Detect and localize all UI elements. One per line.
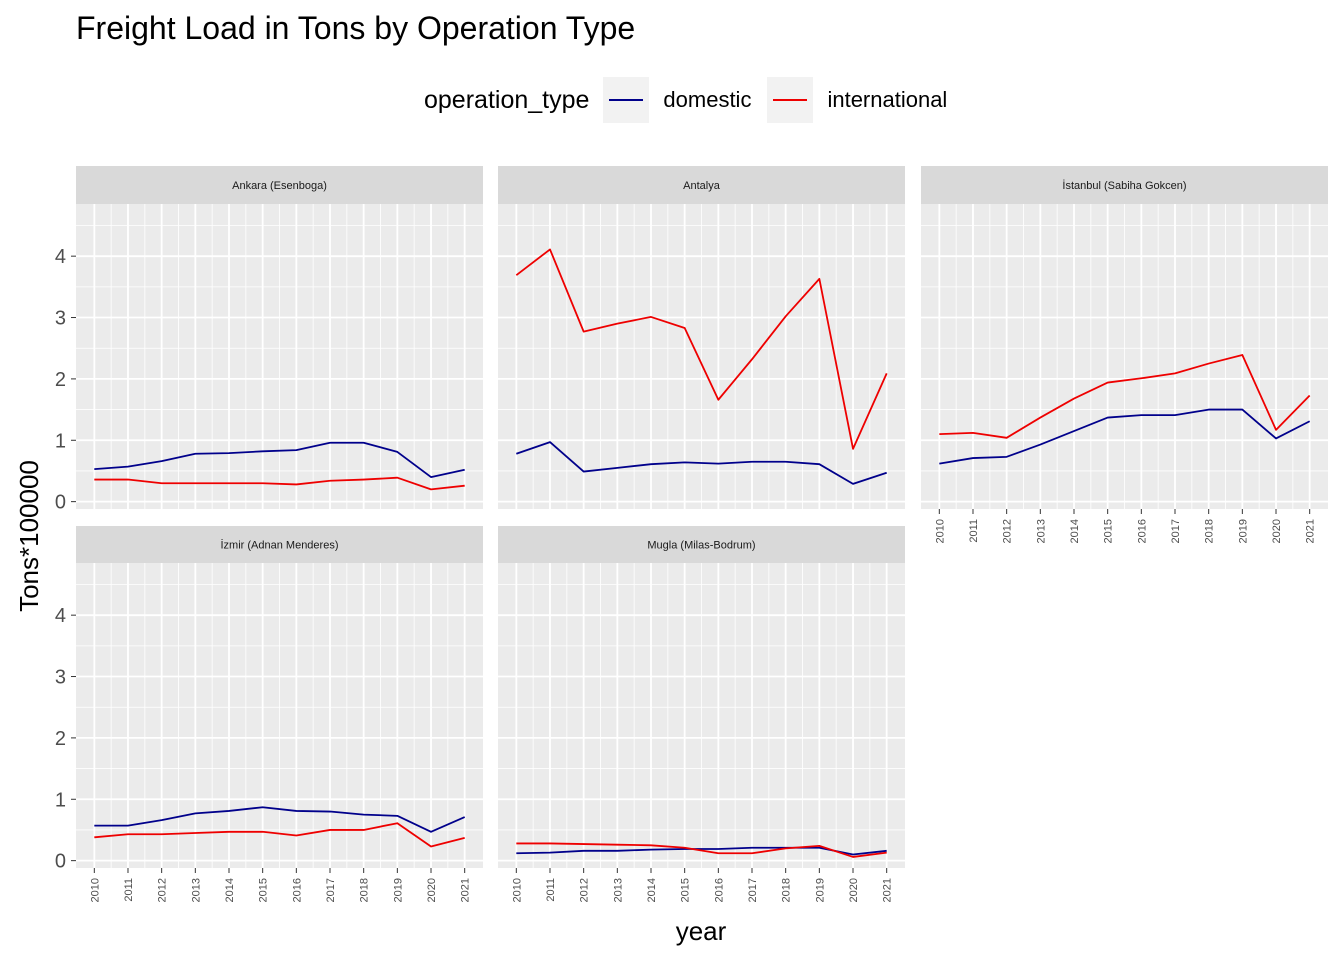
x-tick-label: 2012 bbox=[157, 878, 169, 902]
x-tick-label: 2016 bbox=[713, 878, 725, 902]
series-line-international bbox=[939, 354, 1311, 439]
facet-strip bbox=[921, 166, 1328, 204]
legend-title: operation_type bbox=[424, 85, 590, 114]
facet-strip bbox=[76, 166, 483, 204]
x-tick-label: 2014 bbox=[1069, 519, 1081, 543]
x-axis-title: year bbox=[676, 916, 727, 946]
y-tick-label: 1 bbox=[55, 789, 66, 811]
x-tick-label: 2021 bbox=[460, 878, 472, 902]
y-tick-label: 2 bbox=[55, 728, 66, 750]
facet-strip-label: İzmir (Adnan Menderes) bbox=[221, 539, 339, 552]
x-tick-label: 2013 bbox=[190, 878, 202, 902]
facet-strip-label: İstanbul (Sabiha Gokcen) bbox=[1062, 179, 1186, 192]
y-tick-label: 3 bbox=[55, 667, 66, 689]
y-tick-label: 0 bbox=[55, 492, 66, 514]
series-line-domestic bbox=[94, 441, 465, 478]
series-line-international bbox=[94, 476, 465, 491]
x-tick-label: 2021 bbox=[1305, 519, 1317, 543]
x-tick-label: 2011 bbox=[968, 519, 980, 543]
x-tick-label: 2015 bbox=[1103, 519, 1115, 543]
facet-strip bbox=[76, 526, 483, 563]
x-tick-label: 2014 bbox=[224, 878, 236, 902]
y-tick-label: 4 bbox=[55, 246, 66, 268]
x-tick-label: 2013 bbox=[1035, 519, 1047, 543]
series-line-domestic bbox=[516, 846, 887, 856]
facet-i-stanbul-sabiha-gokcen: İstanbul (Sabiha Gokcen) 2010 2011 2012 2013… bbox=[921, 166, 1328, 543]
legend-key-domestic bbox=[603, 77, 650, 123]
facet-ankara-esenboga: Ankara (Esenboga) 0 1 2 3 4 bbox=[55, 166, 483, 514]
x-tick-label: 2016 bbox=[291, 878, 303, 902]
x-tick-label: 2020 bbox=[426, 878, 438, 902]
series-line-domestic bbox=[516, 441, 887, 485]
facet-mugla-milas-bodrum: Mugla (Milas-Bodrum) 2010 2011 2012 2013 2014… bbox=[498, 526, 905, 902]
chart-title: Freight Load in Tons by Operation Type bbox=[76, 10, 636, 46]
series-line-international bbox=[515, 248, 888, 450]
x-tick-label: 2015 bbox=[258, 878, 270, 902]
legend-label-international: international bbox=[827, 87, 948, 112]
x-tick-label: 2016 bbox=[1136, 519, 1148, 543]
x-tick-label: 2017 bbox=[325, 878, 337, 902]
legend: operation_type domestic international bbox=[424, 76, 963, 124]
x-tick-label: 2017 bbox=[747, 878, 759, 902]
y-tick-label: 3 bbox=[55, 308, 66, 330]
legend-item-domestic: domestic bbox=[603, 77, 751, 123]
x-tick-label: 2018 bbox=[1204, 519, 1216, 543]
x-tick-label: 2015 bbox=[680, 878, 692, 902]
legend-key-international bbox=[767, 77, 814, 123]
facet-strip bbox=[498, 166, 905, 204]
y-axis-title: Tons*100000 bbox=[14, 460, 44, 612]
x-tick-label: 2010 bbox=[89, 878, 101, 902]
x-tick-label: 2010 bbox=[511, 878, 523, 902]
facet-strip-label: Mugla (Milas-Bodrum) bbox=[647, 540, 755, 552]
x-tick-label: 2019 bbox=[814, 878, 826, 902]
facet-strip-label: Antalya bbox=[683, 180, 721, 192]
y-tick-label: 1 bbox=[55, 430, 66, 452]
series-line-international bbox=[94, 822, 465, 848]
series-line-domestic bbox=[94, 806, 466, 833]
y-tick-label: 2 bbox=[55, 369, 66, 391]
x-tick-label: 2012 bbox=[1002, 519, 1014, 543]
x-tick-label: 2018 bbox=[781, 878, 793, 902]
x-tick-label: 2020 bbox=[1271, 519, 1283, 543]
legend-item-international: international bbox=[767, 77, 947, 123]
x-tick-label: 2019 bbox=[1237, 519, 1249, 543]
series-line-domestic bbox=[939, 408, 1311, 465]
series-line-international bbox=[516, 842, 887, 858]
x-tick-label: 2010 bbox=[934, 519, 946, 543]
x-tick-label: 2013 bbox=[612, 878, 624, 902]
x-tick-label: 2017 bbox=[1170, 519, 1182, 543]
legend-label-domestic: domestic bbox=[663, 87, 752, 112]
x-tick-label: 2019 bbox=[392, 878, 404, 902]
x-tick-label: 2014 bbox=[646, 878, 658, 902]
y-tick-label: 4 bbox=[55, 605, 66, 627]
facet-antalya: Antalya bbox=[498, 166, 905, 509]
x-tick-label: 2012 bbox=[579, 878, 591, 902]
x-tick-label: 2011 bbox=[545, 878, 557, 902]
y-tick-label: 0 bbox=[55, 851, 66, 873]
facet-strip-label: Ankara (Esenboga) bbox=[232, 180, 327, 192]
x-tick-label: 2018 bbox=[359, 878, 371, 902]
x-tick-label: 2021 bbox=[882, 878, 894, 902]
x-tick-label: 2011 bbox=[123, 878, 135, 902]
x-tick-label: 2020 bbox=[848, 878, 860, 902]
facet-strip bbox=[498, 526, 905, 563]
facet-i-zmir-adnan-menderes: İzmir (Adnan Menderes) 0 1 2 3 4 2010 2011 2012 2… bbox=[55, 526, 483, 902]
